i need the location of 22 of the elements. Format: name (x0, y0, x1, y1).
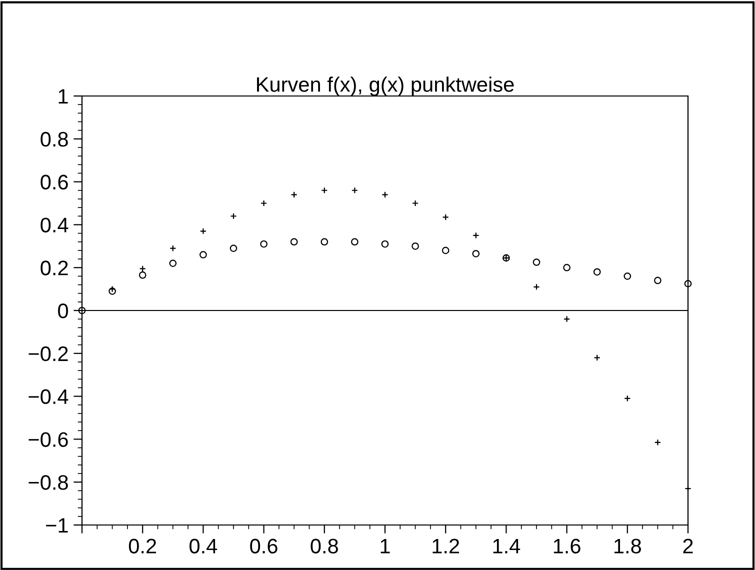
x-tick-label: 0.6 (250, 538, 278, 554)
y-tick-label: 0 (58, 304, 68, 318)
x-tick-label: 0.8 (310, 538, 338, 554)
y-tick-label: 0.2 (40, 260, 68, 276)
y-tick-label: 0.4 (40, 218, 68, 232)
x-tick-label: 2 (683, 538, 693, 554)
x-tick-label: 1.8 (614, 538, 641, 554)
y-tick-label: 1 (58, 89, 68, 104)
x-tick-label: 1.4 (493, 538, 520, 554)
y-tick-label: −1 (46, 518, 68, 533)
x-tick-label: 1.6 (554, 538, 580, 554)
x-tick-label: 0.4 (190, 538, 218, 554)
y-tick-label: −0.8 (28, 475, 68, 490)
chart-title: Kurven f(x), g(x) punktweise (257, 76, 514, 96)
x-tick-label: 1 (380, 538, 390, 554)
y-tick-label: 0.8 (40, 132, 68, 147)
y-tick-label: −0.4 (28, 389, 68, 404)
y-tick-label: −0.2 (28, 346, 68, 362)
y-tick-label: 0.6 (40, 174, 68, 190)
x-tick-label: 1.2 (432, 538, 460, 554)
y-tick-label: −0.6 (28, 432, 68, 447)
x-tick-label: 0.2 (128, 538, 156, 554)
